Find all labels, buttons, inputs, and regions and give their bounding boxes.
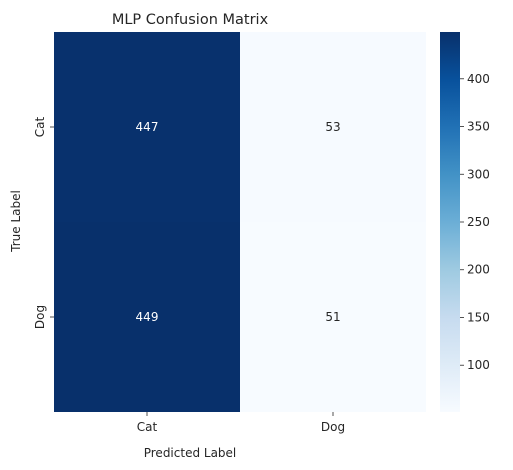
colorbar-tick-label: 400 <box>467 72 490 86</box>
heatmap-cell <box>240 32 426 222</box>
colorbar <box>440 32 460 412</box>
heatmap-cell <box>240 222 426 412</box>
x-axis-label: Predicted Label <box>144 446 237 460</box>
y-tick-label: Cat <box>33 116 47 137</box>
y-axis-ticks: Cat Dog <box>33 116 54 329</box>
colorbar-tick-label: 200 <box>467 263 490 277</box>
cell-value-label: 449 <box>136 310 159 324</box>
y-axis-label: True Label <box>9 190 23 253</box>
x-tick-label: Dog <box>321 420 345 434</box>
colorbar-tick-label: 150 <box>467 310 490 324</box>
heatmap-cells <box>54 32 426 412</box>
y-tick-label: Dog <box>33 305 47 329</box>
cell-value-label: 447 <box>136 120 159 134</box>
colorbar-ticks: 100 150 200 250 300 350 400 <box>460 72 490 372</box>
colorbar-tick-label: 300 <box>467 167 490 181</box>
cell-value-label: 51 <box>325 310 340 324</box>
heatmap-cell <box>54 222 240 412</box>
x-axis-ticks: Cat Dog <box>137 412 345 434</box>
heatmap-cell <box>54 32 240 222</box>
cell-annotations: 447 53 449 51 <box>136 120 341 324</box>
colorbar-tick-label: 100 <box>467 358 490 372</box>
chart-title: MLP Confusion Matrix <box>112 12 269 28</box>
cell-value-label: 53 <box>325 120 340 134</box>
x-tick-label: Cat <box>137 420 158 434</box>
colorbar-tick-label: 250 <box>467 215 490 229</box>
colorbar-tick-label: 350 <box>467 120 490 134</box>
